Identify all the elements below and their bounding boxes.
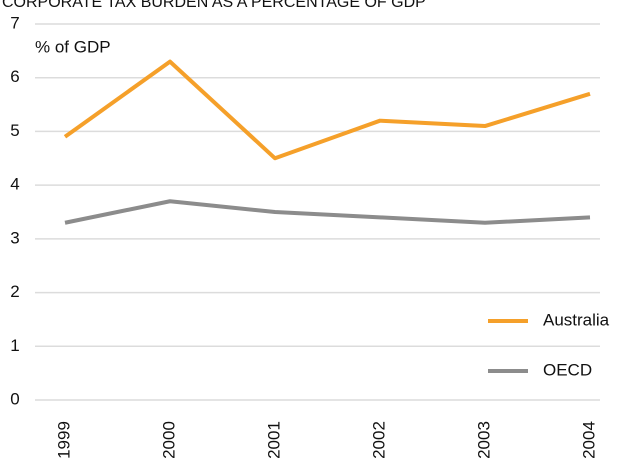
x-tick-label: 2003 xyxy=(474,421,493,459)
x-tick-label: 2002 xyxy=(369,421,388,459)
legend-label: Australia xyxy=(543,310,610,329)
x-tick-label: 2001 xyxy=(264,421,283,459)
x-tick-label: 2000 xyxy=(159,421,178,459)
y-axis-label: % of GDP xyxy=(35,37,111,56)
x-tick-label: 1999 xyxy=(54,421,73,459)
y-tick-label: 7 xyxy=(10,13,19,32)
legend-label: OECD xyxy=(543,360,592,379)
y-tick-label: 6 xyxy=(10,67,19,86)
y-tick-label: 4 xyxy=(10,175,19,194)
y-tick-label: 5 xyxy=(10,121,19,140)
y-tick-label: 1 xyxy=(10,336,19,355)
y-tick-label: 2 xyxy=(10,282,19,301)
line-series xyxy=(64,199,591,225)
x-tick-label: 2004 xyxy=(579,421,598,459)
line-series xyxy=(63,59,591,161)
y-tick-label: 0 xyxy=(10,389,19,408)
chart-title: CORPORATE TAX BURDEN AS A PERCENTAGE OF … xyxy=(2,0,426,11)
y-tick-label: 3 xyxy=(10,228,19,247)
